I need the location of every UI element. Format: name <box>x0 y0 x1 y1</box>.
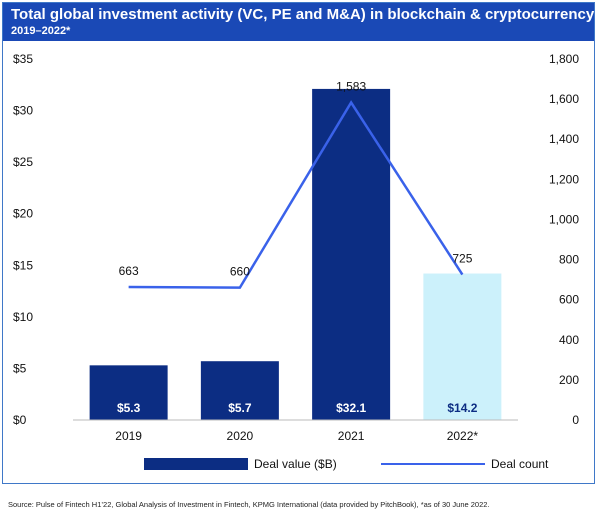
x-tick-label: 2021 <box>338 429 365 443</box>
chart-subtitle: 2019–2022* <box>11 25 71 37</box>
legend-item-deal-value: Deal value ($B) <box>144 457 337 471</box>
bar <box>312 88 391 420</box>
y-left-tick-label: $15 <box>13 258 33 272</box>
y-right-tick-label: 1,000 <box>549 212 579 226</box>
legend-swatch-bar <box>144 458 248 470</box>
bar-value-label: $32.1 <box>336 401 366 415</box>
y-left-tick-label: $10 <box>13 310 33 324</box>
bar-value-label: $5.7 <box>228 401 252 415</box>
chart-header: Total global investment activity (VC, PE… <box>3 3 594 41</box>
y-left-tick-label: $30 <box>13 104 33 118</box>
deal-count-line <box>128 100 464 289</box>
source-note: Source: Pulse of Fintech H1’22, Global A… <box>8 500 490 509</box>
y-right-tick-label: 1,800 <box>549 52 579 66</box>
y-left-tick-label: $0 <box>13 413 27 427</box>
legend-label-deal-count: Deal count <box>491 457 549 471</box>
y-right-tick-label: 200 <box>559 373 579 387</box>
y-left-tick-label: $5 <box>13 361 27 375</box>
y-right-tick-label: 600 <box>559 293 579 307</box>
y-right-tick-label: 1,200 <box>549 172 579 186</box>
x-tick-label: 2020 <box>227 429 254 443</box>
line-value-label: 663 <box>119 264 139 278</box>
line-value-label: 725 <box>452 252 472 266</box>
y-left-tick-label: $35 <box>13 52 33 66</box>
y-right-tick-label: 800 <box>559 253 579 267</box>
chart-plot: $0 $5 $10 $15 $20 $25 $30 $35 0 200 400 600 800 1,000… <box>13 52 579 443</box>
x-tick-label: 2019 <box>115 429 142 443</box>
line-value-label: 1,583 <box>336 80 366 94</box>
bar-value-label: $5.3 <box>117 401 141 415</box>
legend-item-deal-count: Deal count <box>381 457 548 471</box>
chart-title: Total global investment activity (VC, PE… <box>11 6 595 23</box>
y-right-tick-label: 1,600 <box>549 92 579 106</box>
y-left-tick-label: $20 <box>13 207 33 221</box>
bar <box>89 365 168 420</box>
y-right-tick-label: 0 <box>572 413 579 427</box>
y-right-tick-label: 400 <box>559 333 579 347</box>
legend-label-deal-value: Deal value ($B) <box>254 457 337 471</box>
bar <box>423 273 502 420</box>
chart-frame: Total global investment activity (VC, PE… <box>2 2 595 484</box>
chart-legend: Deal value ($B) Deal count <box>3 452 594 476</box>
y-left-tick-label: $25 <box>13 155 33 169</box>
legend-swatch-line <box>381 463 485 465</box>
x-tick-label: 2022* <box>447 429 479 443</box>
line-value-label: 660 <box>230 265 250 279</box>
bar-value-label: $14.2 <box>447 401 477 415</box>
bar <box>200 361 279 420</box>
y-right-tick-label: 1,400 <box>549 132 579 146</box>
